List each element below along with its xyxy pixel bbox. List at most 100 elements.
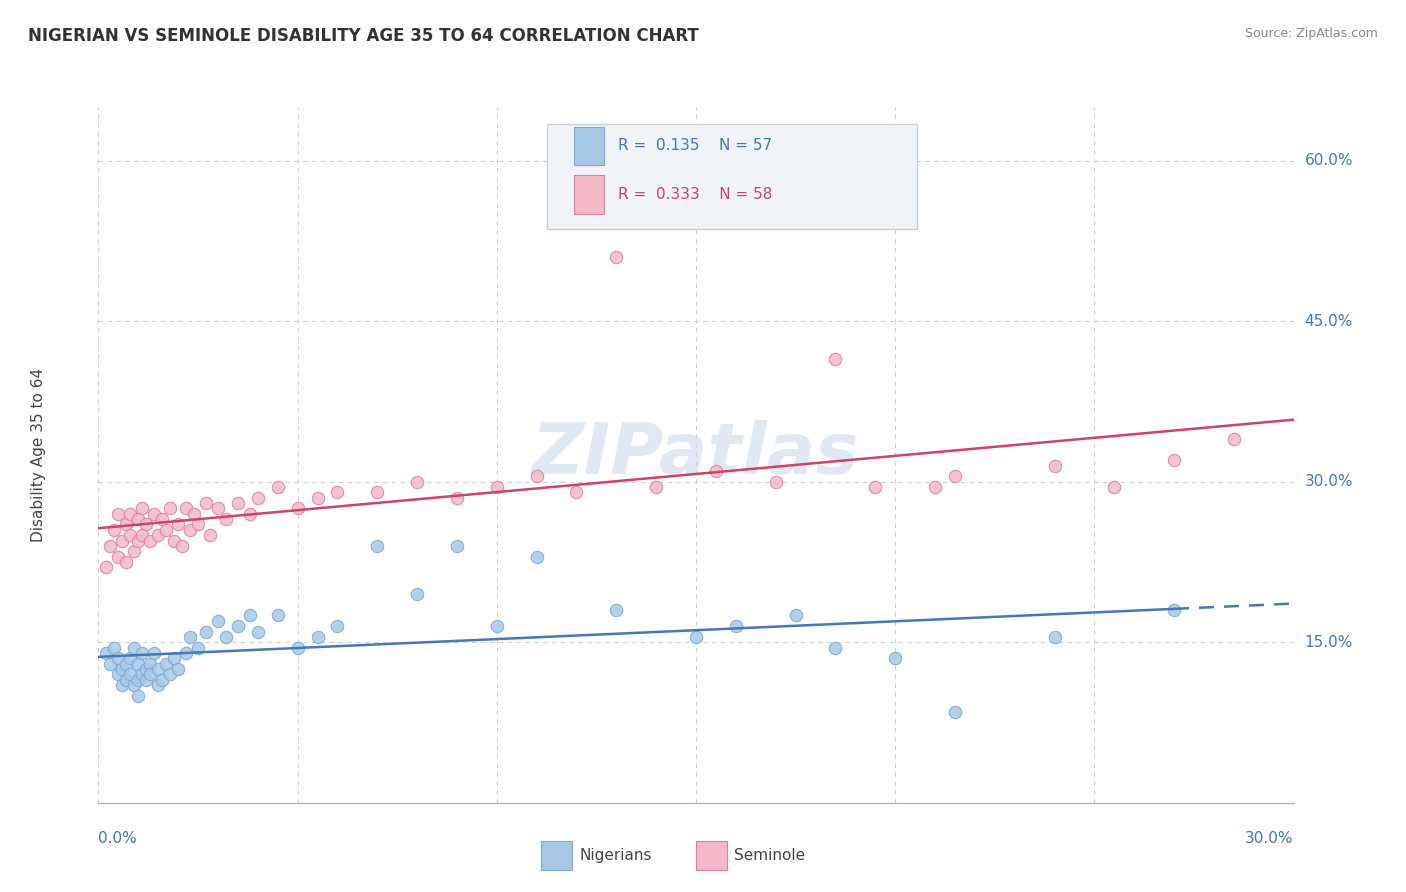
Text: R =  0.135    N = 57: R = 0.135 N = 57 xyxy=(619,138,772,153)
Point xyxy=(183,507,205,521)
Point xyxy=(163,651,186,665)
Text: NIGERIAN VS SEMINOLE DISABILITY AGE 35 TO 64 CORRELATION CHART: NIGERIAN VS SEMINOLE DISABILITY AGE 35 T… xyxy=(28,27,699,45)
Point xyxy=(226,619,249,633)
Point xyxy=(131,528,153,542)
Point xyxy=(127,657,149,671)
Point xyxy=(155,657,177,671)
Point xyxy=(267,480,290,494)
Point xyxy=(226,496,249,510)
Point xyxy=(150,673,173,687)
Point xyxy=(96,646,118,660)
Point xyxy=(135,673,157,687)
Point xyxy=(924,480,946,494)
Point xyxy=(526,549,548,564)
Point xyxy=(135,662,157,676)
Point xyxy=(824,351,846,366)
Point xyxy=(239,608,262,623)
Point xyxy=(884,651,907,665)
Point xyxy=(120,667,142,681)
Text: ZIPatlas: ZIPatlas xyxy=(533,420,859,490)
Point xyxy=(645,480,668,494)
Point xyxy=(143,646,166,660)
Text: R =  0.333    N = 58: R = 0.333 N = 58 xyxy=(619,187,773,202)
Point xyxy=(215,512,238,526)
Point xyxy=(174,501,197,516)
Point xyxy=(127,533,149,548)
Point xyxy=(179,523,201,537)
Point xyxy=(115,555,138,569)
Point xyxy=(111,662,134,676)
Point xyxy=(239,507,262,521)
Point xyxy=(174,646,197,660)
Point xyxy=(120,528,142,542)
Point xyxy=(943,469,966,483)
Point xyxy=(198,528,221,542)
Point xyxy=(446,491,468,505)
FancyBboxPatch shape xyxy=(547,124,917,229)
Point xyxy=(124,640,146,655)
Point xyxy=(1043,630,1066,644)
Text: Disability Age 35 to 64: Disability Age 35 to 64 xyxy=(31,368,46,542)
Point xyxy=(135,517,157,532)
Point xyxy=(366,485,388,500)
Point xyxy=(167,662,190,676)
Point xyxy=(1222,432,1246,446)
Text: 0.0%: 0.0% xyxy=(98,830,138,846)
Point xyxy=(179,630,201,644)
Point xyxy=(246,624,269,639)
Point xyxy=(159,667,181,681)
Point xyxy=(103,523,125,537)
Point xyxy=(406,475,429,489)
Point xyxy=(1043,458,1066,473)
Point xyxy=(943,705,966,719)
Point xyxy=(187,640,209,655)
Point xyxy=(194,624,218,639)
Point xyxy=(1163,453,1185,467)
Point xyxy=(107,549,129,564)
Point xyxy=(406,587,429,601)
Point xyxy=(139,667,162,681)
Text: 15.0%: 15.0% xyxy=(1305,635,1353,649)
Point xyxy=(98,539,122,553)
Point xyxy=(120,507,142,521)
Point xyxy=(1163,603,1185,617)
Point xyxy=(148,528,170,542)
Text: 30.0%: 30.0% xyxy=(1246,830,1294,846)
Point xyxy=(863,480,886,494)
Point xyxy=(107,651,129,665)
Point xyxy=(704,464,727,478)
Point xyxy=(124,544,146,558)
Point xyxy=(103,640,125,655)
Point xyxy=(485,619,508,633)
Point xyxy=(287,640,309,655)
Point xyxy=(96,560,118,574)
Point xyxy=(127,689,149,703)
Point xyxy=(167,517,190,532)
Point xyxy=(565,485,588,500)
Point xyxy=(127,673,149,687)
Point xyxy=(605,603,627,617)
Point xyxy=(115,517,138,532)
Point xyxy=(307,630,329,644)
Point xyxy=(120,651,142,665)
Point xyxy=(824,640,846,655)
Point xyxy=(605,250,627,264)
Text: Source: ZipAtlas.com: Source: ZipAtlas.com xyxy=(1244,27,1378,40)
Point xyxy=(207,501,229,516)
Point xyxy=(148,662,170,676)
Point xyxy=(131,501,153,516)
Point xyxy=(685,630,707,644)
Point xyxy=(107,507,129,521)
Point xyxy=(1102,480,1125,494)
FancyBboxPatch shape xyxy=(574,127,605,165)
Point xyxy=(148,678,170,692)
Point xyxy=(724,619,747,633)
Point xyxy=(526,469,548,483)
Point xyxy=(139,533,162,548)
Point xyxy=(124,678,146,692)
Point xyxy=(194,496,218,510)
Point xyxy=(131,667,153,681)
Point xyxy=(326,619,349,633)
Point xyxy=(366,539,388,553)
Text: Seminole: Seminole xyxy=(734,848,806,863)
